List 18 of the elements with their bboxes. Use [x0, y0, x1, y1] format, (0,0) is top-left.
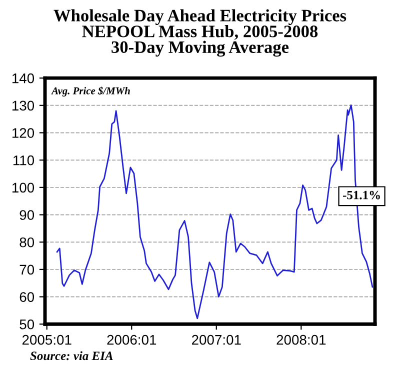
- source-note: Source: via EIA: [30, 351, 113, 360]
- x-tick-label: 2008:01: [276, 334, 326, 345]
- annotation: -51.1%: [342, 190, 380, 200]
- y-tick-label: 120: [12, 128, 34, 138]
- y-tick-label: 100: [12, 182, 34, 193]
- y-tick-label: 140: [12, 73, 34, 84]
- y-tick-label: 90: [20, 210, 34, 220]
- y-tick-label: 50: [20, 319, 34, 330]
- x-tick-label: 2006:01: [107, 334, 156, 345]
- y-tick-label: 110: [13, 155, 34, 166]
- y-axis-title: Avg. Price $/MWh: [51, 86, 130, 96]
- y-tick-label: 70: [20, 264, 34, 275]
- chart-title: Wholesale Day Ahead Electricity Prices NEPOOL Mass Hub, 2005-2008 30-Day Moving Average: [54, 9, 346, 57]
- y-tick-label: 130: [12, 100, 34, 111]
- x-tick-label: 2007:01: [192, 334, 241, 345]
- x-tick-label: 2005:01: [22, 334, 72, 345]
- y-tick-label: 60: [20, 292, 34, 302]
- y-tick-label: 80: [20, 237, 34, 248]
